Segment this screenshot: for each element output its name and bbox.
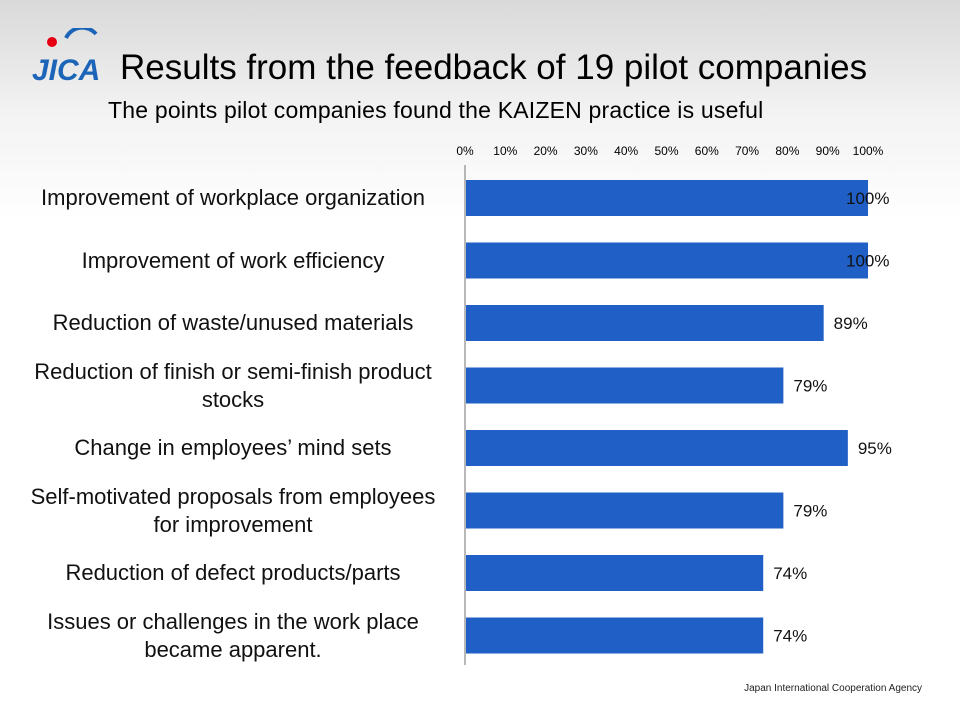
- category-label: Reduction of defect products/parts: [65, 560, 401, 585]
- bar: [466, 492, 784, 529]
- data-label: 79%: [793, 377, 827, 396]
- tick-label: 40%: [614, 144, 638, 158]
- tick-label: 60%: [695, 144, 719, 158]
- footer-agency: Japan International Cooperation Agency: [744, 683, 922, 694]
- tick-label: 10%: [493, 144, 517, 158]
- bar: [466, 367, 784, 404]
- tick-label: 50%: [654, 144, 678, 158]
- bar: [466, 430, 848, 466]
- tick-label: 30%: [574, 144, 598, 158]
- data-label: 100%: [846, 189, 889, 208]
- page-subtitle: The points pilot companies found the KAI…: [108, 97, 764, 123]
- tick-label: 70%: [735, 144, 759, 158]
- logo-red-dot: [47, 37, 57, 47]
- tick-label: 100%: [853, 144, 884, 158]
- tick-label: 0%: [456, 144, 474, 158]
- bar: [466, 617, 764, 654]
- page-title: Results from the feedback of 19 pilot co…: [120, 48, 868, 87]
- category-label: Improvement of work efficiency: [81, 247, 385, 273]
- logo-arc: [64, 28, 98, 39]
- data-label: 74%: [773, 564, 807, 583]
- bar: [466, 180, 868, 216]
- data-label: 74%: [773, 627, 807, 646]
- data-label: 95%: [858, 439, 892, 458]
- data-label: 89%: [834, 314, 868, 333]
- category-label: Reduction of finish or semi-finish produ…: [34, 358, 432, 412]
- category-label: Issues or challenges in the work place b…: [47, 608, 419, 662]
- bar: [466, 242, 868, 279]
- data-label: 100%: [846, 252, 889, 271]
- logo-wordmark: JICA: [32, 54, 100, 87]
- category-label: Change in employees’ mind sets: [74, 435, 392, 460]
- category-label: Reduction of waste/unused materials: [52, 310, 414, 335]
- jica-logo: JICA: [32, 28, 100, 87]
- tick-label: 80%: [775, 144, 799, 158]
- data-label: 79%: [793, 502, 827, 521]
- category-label: Self-motivated proposals from employees …: [30, 483, 436, 537]
- bar: [466, 305, 824, 341]
- tick-label: 90%: [816, 144, 840, 158]
- bar: [466, 555, 764, 591]
- category-label: Improvement of workplace organization: [41, 185, 425, 210]
- tick-label: 20%: [534, 144, 558, 158]
